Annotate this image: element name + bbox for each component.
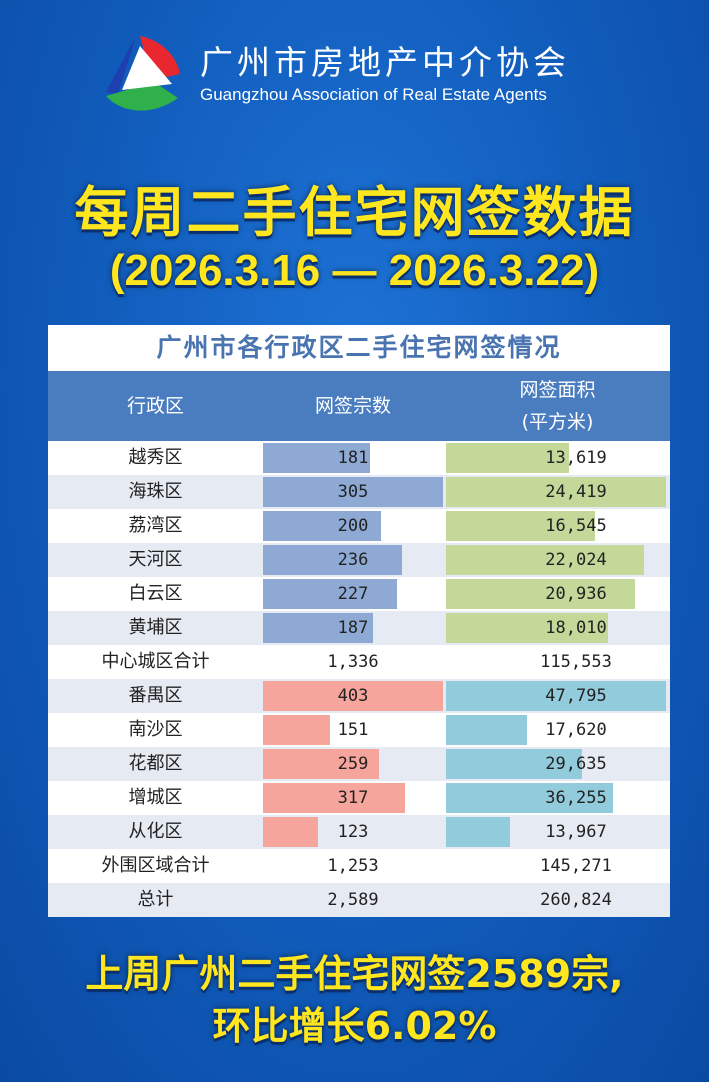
area-value: 16,545 — [545, 516, 607, 536]
count-value: 123 — [337, 822, 369, 842]
table-row: 海珠区 305 24,419 — [48, 475, 670, 509]
area-value: 22,024 — [545, 550, 607, 570]
district-name: 海珠区 — [128, 481, 183, 502]
table-row: 增城区 317 36,255 — [48, 781, 670, 815]
org-name-en: Guangzhou Association of Real Estate Age… — [200, 85, 547, 104]
triangle-logo-icon — [106, 36, 180, 111]
area-bar — [446, 749, 583, 779]
count-value: 1,336 — [327, 652, 379, 672]
count-bar — [263, 511, 382, 541]
area-value: 36,255 — [545, 788, 607, 808]
table-row: 外围区域合计 1,253 145,271 — [48, 849, 670, 883]
area-bar — [446, 511, 596, 541]
header-district: 行政区 — [126, 395, 184, 417]
count-value: 403 — [337, 686, 369, 706]
table-row: 南沙区 151 17,620 — [48, 713, 670, 747]
district-name: 花都区 — [128, 753, 183, 774]
count-bar — [263, 817, 318, 847]
area-value: 13,619 — [545, 448, 607, 468]
count-bar — [263, 579, 397, 609]
table-row: 花都区 259 29,635 — [48, 747, 670, 781]
count-value: 1,253 — [327, 856, 379, 876]
area-value: 13,967 — [545, 822, 607, 842]
area-value: 145,271 — [540, 856, 612, 876]
table-header: 行政区 网签宗数 网签面积 (平方米) — [48, 371, 670, 441]
count-bar — [263, 443, 370, 473]
count-bar — [263, 749, 379, 779]
header-area: 网签面积 (平方米) — [445, 371, 670, 441]
org-name-cn: 广州市房地产中介协会 — [200, 43, 570, 82]
area-value: 18,010 — [545, 618, 607, 638]
area-bar — [446, 613, 609, 643]
area-bar — [446, 681, 666, 711]
area-value: 20,936 — [545, 584, 607, 604]
header-area-label: 网签面积 — [519, 379, 596, 401]
table-title: 广州市各行政区二手住宅网签情况 — [156, 333, 562, 362]
count-bar — [263, 715, 331, 745]
table-row: 越秀区 181 13,619 — [48, 441, 670, 475]
table-row: 荔湾区 200 16,545 — [48, 509, 670, 543]
table-row: 黄埔区 187 18,010 — [48, 611, 670, 645]
district-name: 越秀区 — [128, 447, 183, 468]
area-bar — [446, 579, 635, 609]
count-value: 305 — [337, 482, 369, 502]
area-value: 115,553 — [540, 652, 612, 672]
district-name: 天河区 — [128, 549, 183, 570]
count-bar — [263, 783, 405, 813]
count-value: 259 — [337, 754, 369, 774]
table-row: 番禺区 403 47,795 — [48, 679, 670, 713]
area-bar — [446, 443, 569, 473]
area-value: 47,795 — [545, 686, 607, 706]
district-name: 外围区域合计 — [101, 855, 210, 876]
table-row: 总计 2,589 260,824 — [48, 883, 670, 917]
table-body: 越秀区 181 13,619 海珠区 305 24,419 荔湾区 200 16,545 天河区 2… — [48, 441, 670, 917]
data-table-card: 广州市各行政区二手住宅网签情况 行政区 网签宗数 网签面积 (平方米) 越秀区 1… — [48, 325, 670, 917]
table-row: 白云区 227 20,936 — [48, 577, 670, 611]
count-bar — [263, 681, 443, 711]
association-logo: 广州市房地产中介协会 Guangzhou Association of Real… — [100, 32, 570, 116]
count-bar — [263, 545, 403, 575]
area-value: 17,620 — [545, 720, 607, 740]
count-value: 2,589 — [327, 890, 379, 910]
table-row: 从化区 123 13,967 — [48, 815, 670, 849]
district-name: 增城区 — [128, 787, 183, 808]
area-bar — [446, 783, 613, 813]
district-name: 白云区 — [128, 583, 183, 604]
count-bar — [263, 477, 443, 507]
page-title: 每周二手住宅网签数据 — [74, 181, 635, 244]
district-name: 番禺区 — [128, 685, 183, 706]
district-name: 黄埔区 — [128, 617, 183, 638]
district-name: 荔湾区 — [128, 515, 183, 536]
summary-text: 上周广州二手住宅网签2589宗, 环比增长6.02% — [0, 948, 709, 1052]
count-value: 200 — [337, 516, 369, 536]
area-bar — [446, 545, 645, 575]
date-range: (2026.3.16 — 2026.3.22) — [109, 246, 600, 295]
area-bar — [446, 477, 666, 507]
area-value: 24,419 — [545, 482, 607, 502]
summary-line-1: 上周广州二手住宅网签2589宗, — [85, 952, 624, 996]
district-name: 从化区 — [128, 821, 183, 842]
table-row: 天河区 236 22,024 — [48, 543, 670, 577]
summary-line-2: 环比增长6.02% — [212, 1004, 497, 1048]
count-value: 227 — [337, 584, 369, 604]
district-name: 南沙区 — [128, 719, 183, 740]
count-value: 317 — [337, 788, 369, 808]
area-value: 29,635 — [545, 754, 607, 774]
count-bar — [263, 613, 374, 643]
header-area-unit: (平方米) — [521, 411, 594, 433]
count-value: 181 — [337, 448, 369, 468]
header-count: 网签宗数 — [314, 395, 391, 417]
count-value: 236 — [337, 550, 369, 570]
count-value: 187 — [337, 618, 369, 638]
table-row: 中心城区合计 1,336 115,553 — [48, 645, 670, 679]
district-name: 中心城区合计 — [101, 651, 210, 672]
area-bar — [446, 715, 528, 745]
count-value: 151 — [337, 720, 369, 740]
area-value: 260,824 — [540, 890, 612, 910]
area-bar — [446, 817, 511, 847]
district-name: 总计 — [137, 889, 174, 910]
